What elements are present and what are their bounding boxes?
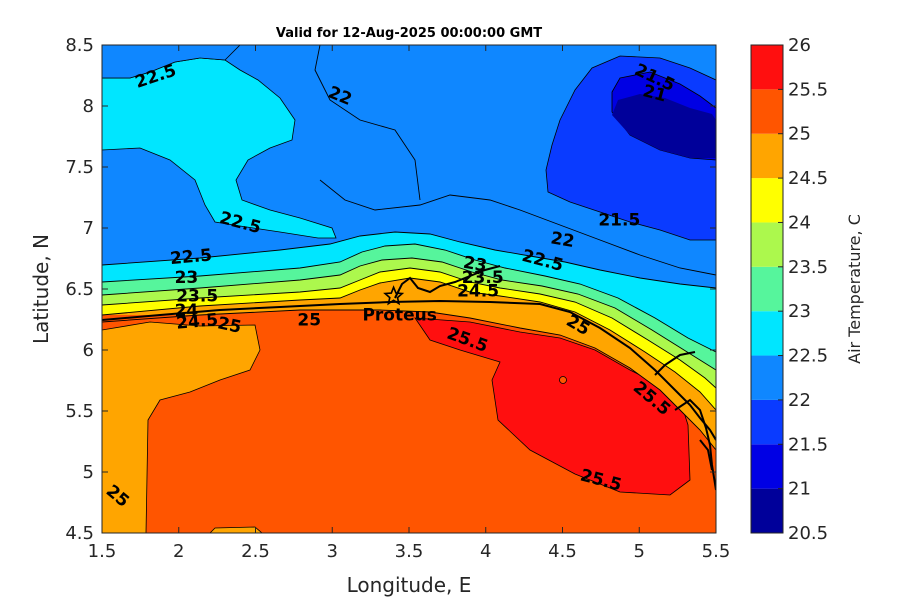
- x-tick-label: 5: [634, 541, 645, 562]
- band-25-5: [414, 317, 691, 496]
- y-tick-label: 5: [83, 462, 94, 483]
- y-axis-label: Latitude, N: [29, 234, 53, 344]
- colorbar-label: Air Temperature, C: [845, 214, 864, 364]
- y-tick-label: 4.5: [65, 523, 94, 544]
- band-24-5: [102, 321, 261, 533]
- contour-label: 23.5: [462, 268, 504, 288]
- x-tick-label: 5.5: [702, 541, 731, 562]
- site-star-marker: [383, 285, 405, 306]
- contour-label: 24.5: [457, 281, 499, 301]
- x-tick-label: 4.5: [548, 541, 577, 562]
- contour-label: 21.5: [598, 211, 640, 231]
- colorbar-tick-label: 21.5: [788, 434, 828, 455]
- x-tick-label: 2.5: [241, 541, 270, 562]
- band-24-5-bottom: [209, 526, 263, 533]
- y-tick-label: 6.5: [65, 279, 94, 300]
- colorbar: 20.5 21 21.5 22 22.5 23 23.5 24 24.5 25 25.5 26: [750, 35, 828, 544]
- band-22-top: [102, 45, 241, 79]
- coastline: [102, 265, 716, 491]
- colorbar-swatch: [751, 488, 783, 533]
- colorbar-swatch: [751, 45, 783, 90]
- x-tick-label: 2: [173, 541, 184, 562]
- x-tick-label: 4: [480, 541, 491, 562]
- colorbar-tick-label: 22: [788, 390, 811, 411]
- contour-fill-layer: [102, 45, 716, 533]
- colorbar-tick-label: 24: [788, 212, 811, 233]
- colorbar-swatch: [751, 222, 783, 267]
- colorbar-tick-label: 21: [788, 479, 811, 500]
- band-25-islet: [559, 376, 567, 384]
- contour-label: 24: [175, 301, 199, 321]
- colorbar-swatch: [751, 133, 783, 179]
- colorbar-tick-label: 20.5: [788, 523, 828, 544]
- contour-lines: [102, 45, 716, 451]
- colorbar-swatch: [751, 355, 783, 400]
- chart-title: Valid for 12-Aug-2025 00:00:00 GMT: [276, 26, 542, 41]
- colorbar-tick-label: 23: [788, 301, 811, 322]
- colorbar-swatch: [751, 444, 783, 489]
- contour-label: 23: [462, 253, 489, 277]
- band-24: [102, 268, 716, 410]
- x-tick-label: 1.5: [88, 541, 117, 562]
- x-tick-label: 3.5: [395, 541, 424, 562]
- band-24-5-coast: [102, 278, 716, 450]
- contour-label: 23: [175, 268, 199, 288]
- contour-label: 25: [216, 313, 243, 337]
- y-tick-label: 8: [83, 96, 94, 117]
- contour-label: 22.5: [169, 245, 213, 269]
- y-tick-label: 6: [83, 340, 94, 361]
- colorbar-swatch: [751, 311, 783, 356]
- colorbar-frame: [750, 44, 784, 534]
- colorbar-tick-label: 26: [788, 35, 811, 56]
- y-tick-label: 7: [83, 218, 94, 239]
- site-layer: Proteus: [362, 285, 437, 325]
- contour-label: 22: [549, 228, 576, 252]
- x-axis-label: Longitude, E: [347, 573, 472, 597]
- contour-label: 23.5: [176, 286, 218, 306]
- band-23: [102, 244, 716, 370]
- colorbar-swatch: [751, 89, 783, 134]
- y-tick-label: 8.5: [65, 35, 94, 56]
- y-axis-ticks: 4.5 5 5.5 6 6.5 7 7.5 8 8.5: [65, 35, 716, 544]
- contour-label: 24.5: [175, 310, 219, 334]
- band-20-5: [612, 94, 716, 158]
- x-axis-ticks: 1.5 2 2.5 3 3.5 4 4.5 5 5.5: [88, 45, 731, 562]
- y-tick-label: 7.5: [65, 157, 94, 178]
- x-tick-label: 3: [327, 541, 338, 562]
- colorbar-swatch: [751, 399, 783, 445]
- site-label: Proteus: [362, 305, 436, 325]
- colorbar-tick-label: 23.5: [788, 257, 828, 278]
- contour-label: 25: [297, 311, 321, 331]
- colorbar-tick-label: 22.5: [788, 346, 828, 367]
- colorbar-tick-label: 25.5: [788, 79, 828, 100]
- y-tick-label: 5.5: [65, 401, 94, 422]
- colorbar-swatch: [751, 266, 783, 312]
- colorbar-tick-label: 25: [788, 124, 811, 145]
- band-23-5: [102, 258, 716, 388]
- colorbar-swatch: [751, 178, 783, 223]
- colorbar-tick-label: 24.5: [788, 168, 828, 189]
